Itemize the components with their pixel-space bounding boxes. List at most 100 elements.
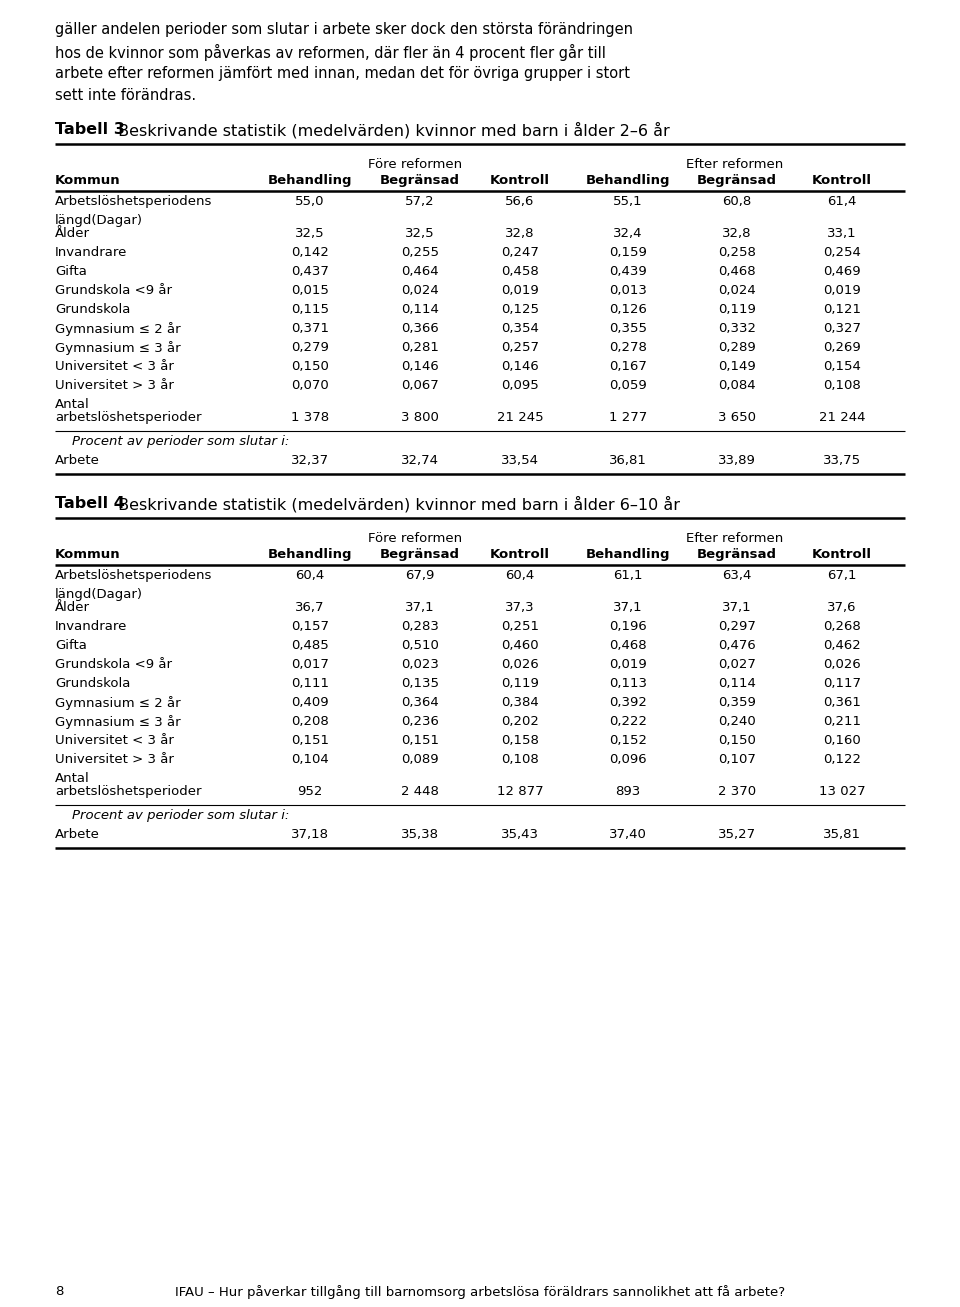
Text: 3 650: 3 650: [718, 410, 756, 423]
Text: Gifta: Gifta: [55, 639, 86, 652]
Text: 21 245: 21 245: [496, 410, 543, 423]
Text: Gymnasium ≤ 3 år: Gymnasium ≤ 3 år: [55, 341, 180, 356]
Text: 0,113: 0,113: [609, 677, 647, 690]
Text: Kontroll: Kontroll: [490, 174, 550, 187]
Text: längd(Dagar): längd(Dagar): [55, 588, 143, 601]
Text: Universitet > 3 år: Universitet > 3 år: [55, 379, 174, 392]
Text: Antal: Antal: [55, 772, 89, 786]
Text: 0,146: 0,146: [401, 359, 439, 372]
Text: 0,157: 0,157: [291, 620, 329, 633]
Text: 37,18: 37,18: [291, 829, 329, 840]
Text: Begränsad: Begränsad: [380, 548, 460, 561]
Text: 0,476: 0,476: [718, 639, 756, 652]
Text: Grundskola <9 år: Grundskola <9 år: [55, 657, 172, 670]
Text: 0,255: 0,255: [401, 246, 439, 259]
Text: 0,409: 0,409: [291, 697, 329, 708]
Text: 32,74: 32,74: [401, 454, 439, 467]
Text: 0,152: 0,152: [609, 735, 647, 748]
Text: 60,4: 60,4: [296, 569, 324, 582]
Text: arbetslöshetsperioder: arbetslöshetsperioder: [55, 410, 202, 423]
Text: 0,297: 0,297: [718, 620, 756, 633]
Text: IFAU – Hur påverkar tillgång till barnomsorg arbetslösa föräldrars sannolikhet a: IFAU – Hur påverkar tillgång till barnom…: [175, 1285, 785, 1299]
Text: 0,281: 0,281: [401, 341, 439, 354]
Text: 0,458: 0,458: [501, 265, 539, 278]
Text: 0,096: 0,096: [610, 753, 647, 766]
Text: 32,4: 32,4: [613, 227, 643, 240]
Text: 0,371: 0,371: [291, 322, 329, 335]
Text: 0,355: 0,355: [609, 322, 647, 335]
Text: Kommun: Kommun: [55, 548, 121, 561]
Text: 0,278: 0,278: [609, 341, 647, 354]
Text: 0,279: 0,279: [291, 341, 329, 354]
Text: 37,6: 37,6: [828, 601, 856, 614]
Text: 67,1: 67,1: [828, 569, 856, 582]
Text: 0,332: 0,332: [718, 322, 756, 335]
Text: 0,468: 0,468: [610, 639, 647, 652]
Text: 33,89: 33,89: [718, 454, 756, 467]
Text: 0,361: 0,361: [823, 697, 861, 708]
Text: 0,142: 0,142: [291, 246, 329, 259]
Text: Begränsad: Begränsad: [697, 548, 777, 561]
Text: 0,437: 0,437: [291, 265, 329, 278]
Text: 0,222: 0,222: [609, 715, 647, 728]
Text: 0,464: 0,464: [401, 265, 439, 278]
Text: 0,111: 0,111: [291, 677, 329, 690]
Text: 0,015: 0,015: [291, 284, 329, 297]
Text: 0,019: 0,019: [501, 284, 539, 297]
Text: 0,024: 0,024: [718, 284, 756, 297]
Text: 0,257: 0,257: [501, 341, 539, 354]
Text: 0,026: 0,026: [501, 657, 539, 670]
Text: Gifta: Gifta: [55, 265, 86, 278]
Text: 35,43: 35,43: [501, 829, 539, 840]
Text: 2 370: 2 370: [718, 786, 756, 799]
Text: arbetslöshetsperioder: arbetslöshetsperioder: [55, 786, 202, 799]
Text: Arbete: Arbete: [55, 454, 100, 467]
Text: 0,108: 0,108: [823, 379, 861, 392]
Text: 0,439: 0,439: [610, 265, 647, 278]
Text: 0,027: 0,027: [718, 657, 756, 670]
Text: 37,1: 37,1: [722, 601, 752, 614]
Text: Begränsad: Begränsad: [697, 174, 777, 187]
Text: 0,122: 0,122: [823, 753, 861, 766]
Text: 33,1: 33,1: [828, 227, 857, 240]
Text: 0,089: 0,089: [401, 753, 439, 766]
Text: Gymnasium ≤ 3 år: Gymnasium ≤ 3 år: [55, 715, 180, 729]
Text: Efter reformen: Efter reformen: [686, 158, 783, 171]
Text: Begränsad: Begränsad: [380, 174, 460, 187]
Text: 35,81: 35,81: [823, 829, 861, 840]
Text: 0,211: 0,211: [823, 715, 861, 728]
Text: 37,40: 37,40: [609, 829, 647, 840]
Text: Grundskola: Grundskola: [55, 303, 131, 316]
Text: Arbetslöshetsperiodens: Arbetslöshetsperiodens: [55, 569, 212, 582]
Text: 12 877: 12 877: [496, 786, 543, 799]
Text: 0,485: 0,485: [291, 639, 329, 652]
Text: 0,067: 0,067: [401, 379, 439, 392]
Text: Kommun: Kommun: [55, 174, 121, 187]
Text: 0,196: 0,196: [610, 620, 647, 633]
Text: 55,0: 55,0: [296, 195, 324, 208]
Text: 0,114: 0,114: [401, 303, 439, 316]
Text: Universitet < 3 år: Universitet < 3 år: [55, 735, 174, 748]
Text: 60,8: 60,8: [722, 195, 752, 208]
Text: 0,019: 0,019: [610, 657, 647, 670]
Text: 0,366: 0,366: [401, 322, 439, 335]
Text: sett inte förändras.: sett inte förändras.: [55, 88, 196, 103]
Text: 0,268: 0,268: [823, 620, 861, 633]
Text: Grundskola: Grundskola: [55, 677, 131, 690]
Text: 1 378: 1 378: [291, 410, 329, 423]
Text: 0,208: 0,208: [291, 715, 329, 728]
Text: 0,108: 0,108: [501, 753, 539, 766]
Text: 37,1: 37,1: [405, 601, 435, 614]
Text: 0,126: 0,126: [609, 303, 647, 316]
Text: 32,5: 32,5: [295, 227, 324, 240]
Text: Arbete: Arbete: [55, 829, 100, 840]
Text: Tabell 3: Tabell 3: [55, 122, 125, 137]
Text: 0,013: 0,013: [609, 284, 647, 297]
Text: Procent av perioder som slutar i:: Procent av perioder som slutar i:: [55, 435, 289, 448]
Text: Invandrare: Invandrare: [55, 246, 128, 259]
Text: 0,149: 0,149: [718, 359, 756, 372]
Text: 63,4: 63,4: [722, 569, 752, 582]
Text: 33,54: 33,54: [501, 454, 539, 467]
Text: Universitet > 3 år: Universitet > 3 år: [55, 753, 174, 766]
Text: 0,150: 0,150: [291, 359, 329, 372]
